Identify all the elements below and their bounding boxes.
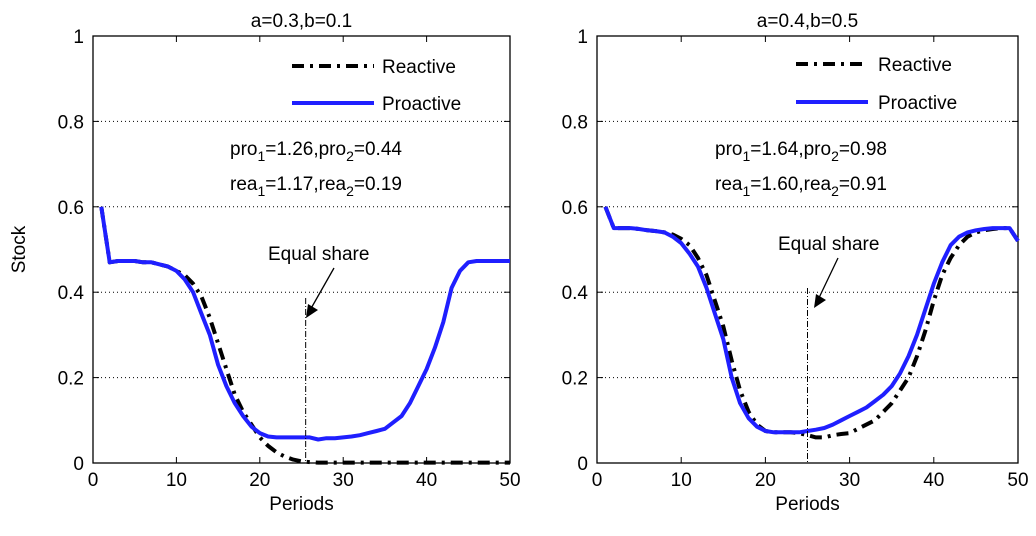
y-tick-label: 0.2 (58, 369, 84, 390)
annotation-text: pro1=1.64,pro2=0.98 (715, 139, 887, 164)
x-tick-label: 40 (923, 470, 944, 491)
series-group (603, 206, 1020, 440)
legend-label: Reactive (382, 57, 456, 78)
subscript: 2 (831, 148, 839, 164)
x-tick-label: 50 (1007, 470, 1028, 491)
equal-share-arrow-shaft (308, 267, 335, 313)
legend-label: Proactive (878, 93, 957, 114)
subscript: 1 (742, 183, 750, 199)
x-tick-label: 40 (416, 470, 437, 491)
y-tick-label: 0 (73, 454, 84, 475)
subscript: 2 (346, 148, 354, 164)
chart-title: a=0.4,b=0.5 (757, 11, 858, 32)
x-tick-label: 30 (839, 470, 860, 491)
x-tick-label: 30 (333, 470, 354, 491)
x-axis-label: Periods (269, 494, 333, 515)
x-tick-label: 50 (499, 470, 520, 491)
equal-share-arrow-head (306, 304, 318, 318)
annotations: pro1=1.26,pro2=0.44 rea1=1.17,rea2=0.19 Eq… (230, 139, 402, 463)
series-line-proactive (99, 206, 510, 442)
y-axis: 0 0.2 0.4 0.6 0.8 1 (58, 27, 510, 475)
annotation-text: pro1=1.26,pro2=0.44 (230, 139, 402, 164)
equal-share-label: Equal share (778, 234, 879, 255)
equal-share-label: Equal share (268, 244, 369, 265)
equal-share-arrow-head (814, 294, 826, 308)
equal-share-arrow-shaft (816, 257, 839, 303)
subscript: 2 (831, 183, 839, 199)
x-tick-label: 0 (88, 470, 99, 491)
subscript: 1 (257, 183, 265, 199)
x-tick-label: 0 (592, 470, 603, 491)
y-tick-label: 0.6 (58, 198, 84, 219)
subscript: 1 (742, 148, 750, 164)
chart-title: a=0.3,b=0.1 (251, 11, 352, 32)
y-tick-label: 0.2 (562, 369, 588, 390)
y-tick-label: 0.6 (562, 198, 588, 219)
series-group (99, 206, 510, 465)
y-tick-label: 0.8 (562, 112, 588, 133)
series-line-proactive (603, 206, 1020, 435)
x-tick-label: 20 (755, 470, 776, 491)
y-tick-label: 1 (73, 27, 84, 48)
y-tick-label: 0 (577, 454, 588, 475)
x-tick-label: 20 (249, 470, 270, 491)
subscript: 1 (257, 148, 265, 164)
plot-area-frame (92, 35, 511, 464)
annotation-text: rea1=1.17,rea2=0.19 (230, 174, 402, 199)
x-tick-label: 10 (671, 470, 692, 491)
legend-label: Proactive (382, 94, 461, 115)
annotations: pro1=1.64,pro2=0.98 rea1=1.60,rea2=0.91 Eq… (715, 139, 887, 463)
legend-label: Reactive (878, 55, 952, 76)
y-tick-label: 0.8 (58, 112, 84, 133)
chart-panel-1: 0 10 20 30 40 50 0 0.2 0.4 0.6 0.8 1 a=0.3,b=0.1 Peri… (9, 11, 521, 515)
legend: Reactive Proactive (796, 55, 957, 114)
x-tick-label: 10 (166, 470, 187, 491)
x-axis-label: Periods (775, 494, 839, 515)
y-axis: 0 0.2 0.4 0.6 0.8 1 (562, 27, 1018, 475)
y-tick-label: 0.4 (562, 283, 589, 304)
chart-panel-2: 0 10 20 30 40 50 0 0.2 0.4 0.6 0.8 1 a=0.4,b=0.5 Peri… (562, 11, 1029, 515)
y-axis-label: Stock (9, 225, 30, 273)
y-tick-label: 0.4 (58, 283, 85, 304)
x-axis: 0 10 20 30 40 50 (592, 36, 1029, 491)
annotation-text: rea1=1.60,rea2=0.91 (715, 174, 887, 199)
plot-area-frame (596, 35, 1019, 464)
gridlines (93, 120, 510, 379)
y-tick-label: 1 (577, 27, 588, 48)
legend: Reactive Proactive (292, 57, 461, 115)
subscript: 2 (346, 183, 354, 199)
